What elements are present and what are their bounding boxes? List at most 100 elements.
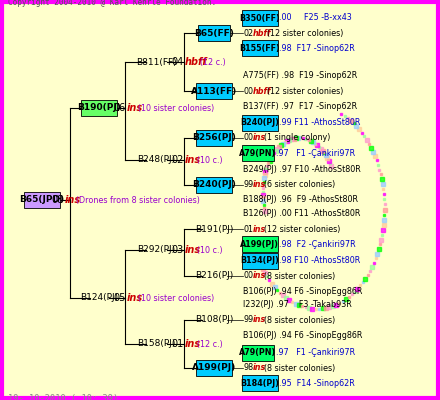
Text: (10 c.): (10 c.)	[197, 156, 222, 164]
Text: (12 sister colonies): (12 sister colonies)	[264, 225, 340, 234]
Text: I232(PJ) .97    F3 -Takab93R: I232(PJ) .97 F3 -Takab93R	[243, 300, 352, 309]
FancyBboxPatch shape	[24, 192, 60, 208]
Text: B134(PJ): B134(PJ)	[240, 256, 279, 265]
Text: (12 c.): (12 c.)	[197, 340, 222, 348]
Text: 01: 01	[243, 225, 253, 234]
Text: (12 sister colonies): (12 sister colonies)	[267, 87, 343, 96]
Text: B240(PJ): B240(PJ)	[192, 180, 236, 189]
Text: ins: ins	[185, 339, 201, 349]
Text: .98  F17 -Sinop62R: .98 F17 -Sinop62R	[279, 44, 355, 53]
Text: B248(PJ): B248(PJ)	[137, 156, 175, 164]
Text: hbff: hbff	[253, 87, 271, 96]
Text: .98 F10 -AthosSt80R: .98 F10 -AthosSt80R	[279, 256, 361, 265]
FancyBboxPatch shape	[198, 25, 231, 41]
Text: ins: ins	[185, 245, 201, 255]
Text: .95  F14 -Sinop62R: .95 F14 -Sinop62R	[279, 379, 355, 388]
Text: B124(PJ): B124(PJ)	[80, 294, 118, 302]
Text: B65(JPD): B65(JPD)	[19, 196, 64, 204]
Text: 19- 10-2010 ( 10: 39): 19- 10-2010 ( 10: 39)	[8, 394, 118, 400]
Text: 05: 05	[113, 293, 125, 303]
Text: A113(FF): A113(FF)	[191, 87, 238, 96]
Text: 02: 02	[243, 29, 253, 38]
Text: 98: 98	[243, 364, 253, 372]
Text: B65(FF): B65(FF)	[194, 29, 234, 38]
Text: 02: 02	[172, 155, 184, 165]
Text: ins: ins	[253, 272, 266, 280]
FancyBboxPatch shape	[196, 130, 232, 146]
Text: 01: 01	[172, 339, 184, 349]
Text: (8 sister colonies): (8 sister colonies)	[264, 364, 335, 372]
Text: ins: ins	[126, 293, 143, 303]
Text: B126(PJ) .00 F11 -AthosSt80R: B126(PJ) .00 F11 -AthosSt80R	[243, 210, 361, 218]
Text: B350(FF): B350(FF)	[239, 14, 280, 22]
Text: A79(PN): A79(PN)	[239, 149, 276, 158]
Text: A199(PJ): A199(PJ)	[192, 364, 236, 372]
Text: A199(PJ): A199(PJ)	[240, 240, 279, 249]
FancyBboxPatch shape	[242, 375, 278, 391]
Text: (10 c.): (10 c.)	[197, 246, 222, 254]
Text: B292(PJ): B292(PJ)	[137, 246, 175, 254]
Text: (8 sister colonies): (8 sister colonies)	[264, 316, 335, 324]
Text: .98  F2 -Çankiri97R: .98 F2 -Çankiri97R	[279, 240, 356, 249]
Text: (Drones from 8 sister colonies): (Drones from 8 sister colonies)	[77, 196, 200, 204]
Text: .99 F11 -AthosSt80R: .99 F11 -AthosSt80R	[279, 118, 361, 127]
FancyBboxPatch shape	[196, 83, 232, 99]
Text: ins: ins	[253, 316, 266, 324]
Text: (1 single colony): (1 single colony)	[264, 134, 330, 142]
FancyBboxPatch shape	[242, 253, 278, 269]
Text: 06: 06	[113, 103, 125, 113]
Text: B191(PJ): B191(PJ)	[195, 225, 234, 234]
Text: B188(PJ) .96  F9 -AthosSt80R: B188(PJ) .96 F9 -AthosSt80R	[243, 196, 358, 204]
Text: ins: ins	[253, 364, 266, 372]
Text: (10 sister colonies): (10 sister colonies)	[138, 294, 214, 302]
Text: B108(PJ): B108(PJ)	[195, 316, 234, 324]
FancyBboxPatch shape	[242, 145, 274, 161]
FancyBboxPatch shape	[81, 100, 117, 116]
FancyBboxPatch shape	[196, 360, 232, 376]
FancyBboxPatch shape	[242, 236, 278, 252]
Text: 03: 03	[172, 245, 184, 255]
Text: B158(PJ): B158(PJ)	[137, 340, 176, 348]
FancyBboxPatch shape	[242, 10, 278, 26]
Text: B137(FF) .97  F17 -Sinop62R: B137(FF) .97 F17 -Sinop62R	[243, 102, 357, 111]
Text: B184(PJ): B184(PJ)	[240, 379, 279, 388]
Text: 99: 99	[243, 180, 253, 189]
Text: (12 sister colonies): (12 sister colonies)	[267, 29, 343, 38]
Text: ins: ins	[253, 134, 266, 142]
Text: (12 c.): (12 c.)	[200, 58, 225, 66]
Text: B256(PJ): B256(PJ)	[192, 134, 236, 142]
FancyBboxPatch shape	[242, 40, 278, 56]
Text: ins: ins	[185, 155, 201, 165]
Text: ins: ins	[65, 195, 81, 205]
Text: A775(FF) .98  F19 -Sinop62R: A775(FF) .98 F19 -Sinop62R	[243, 72, 358, 80]
Text: B106(PJ) .94 F6 -SinopEgg86R: B106(PJ) .94 F6 -SinopEgg86R	[243, 331, 363, 340]
Text: ins: ins	[253, 180, 266, 189]
Text: hbff: hbff	[253, 29, 271, 38]
FancyBboxPatch shape	[242, 345, 274, 361]
Text: 08: 08	[51, 195, 64, 205]
Text: Copyright 2004-2010 @ Karl Kehrle Foundation.: Copyright 2004-2010 @ Karl Kehrle Founda…	[8, 0, 216, 7]
Text: B155(FF): B155(FF)	[239, 44, 280, 53]
Text: (6 sister colonies): (6 sister colonies)	[264, 180, 335, 189]
FancyBboxPatch shape	[196, 177, 232, 193]
Text: 00: 00	[243, 87, 253, 96]
Text: B216(PJ): B216(PJ)	[195, 272, 233, 280]
FancyBboxPatch shape	[242, 115, 278, 131]
Text: 99: 99	[243, 316, 253, 324]
Text: 04: 04	[172, 57, 184, 67]
Text: 00: 00	[243, 272, 253, 280]
Text: B106(PJ) .94 F6 -SinopEgg86R: B106(PJ) .94 F6 -SinopEgg86R	[243, 287, 363, 296]
Text: B240(PJ): B240(PJ)	[240, 118, 279, 127]
Text: ins: ins	[253, 225, 266, 234]
Text: hbff: hbff	[185, 57, 207, 67]
Text: (8 sister colonies): (8 sister colonies)	[264, 272, 335, 280]
Text: B811(FF): B811(FF)	[136, 58, 176, 66]
Text: B190(PJ): B190(PJ)	[77, 104, 121, 112]
Text: .97   F1 -Çankiri97R: .97 F1 -Çankiri97R	[276, 348, 355, 357]
Text: .00     F25 -B-xx43: .00 F25 -B-xx43	[279, 14, 352, 22]
Text: ins: ins	[126, 103, 143, 113]
Text: A79(PN): A79(PN)	[239, 348, 276, 357]
Text: 00: 00	[243, 134, 253, 142]
Text: (10 sister colonies): (10 sister colonies)	[138, 104, 214, 112]
Text: B249(PJ) .97 F10 -AthosSt80R: B249(PJ) .97 F10 -AthosSt80R	[243, 165, 361, 174]
